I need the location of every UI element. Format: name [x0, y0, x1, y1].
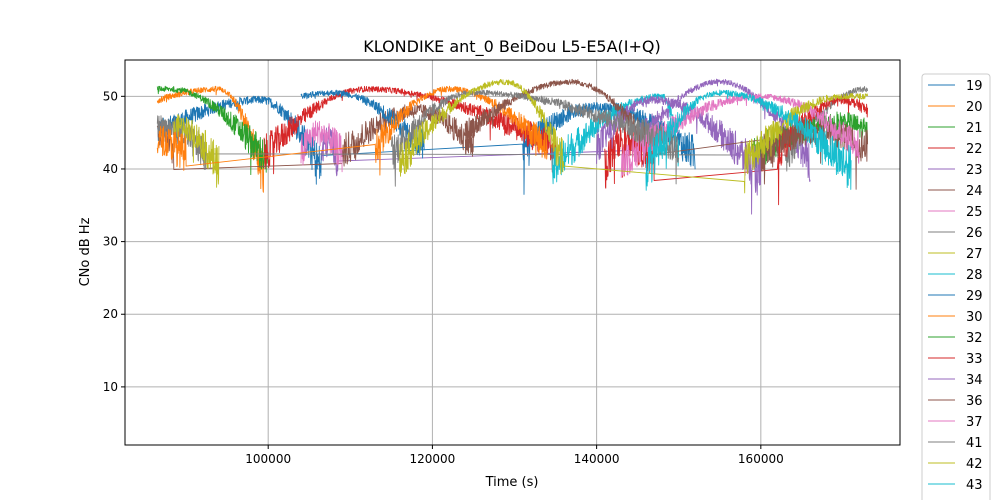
legend-label: 43	[966, 478, 983, 493]
series-line-25	[300, 120, 343, 173]
series-line-41	[390, 89, 680, 187]
series-line-30	[156, 85, 548, 176]
series-line-22	[263, 85, 557, 175]
legend-label: 32	[966, 331, 983, 346]
legend-label: 34	[966, 373, 983, 388]
legend-label: 29	[966, 289, 983, 304]
y-tick-label: 50	[103, 89, 118, 103]
legend-label: 20	[966, 100, 983, 115]
chart-title: KLONDIKE ant_0 BeiDou L5-E5A(I+Q)	[363, 37, 661, 57]
x-tick-label: 160000	[738, 452, 784, 466]
y-tick-label: 30	[103, 235, 118, 249]
series-line-34	[596, 95, 762, 215]
legend-label: 42	[966, 457, 983, 472]
legend-label: 41	[966, 436, 983, 451]
legend-label: 23	[966, 163, 983, 178]
legend-label: 25	[966, 205, 983, 220]
legend-label: 37	[966, 415, 983, 430]
x-axis-label: Time (s)	[485, 475, 539, 490]
series-lines	[156, 78, 869, 215]
legend-label: 27	[966, 247, 983, 262]
x-tick-label: 120000	[409, 452, 455, 466]
series-line-42	[399, 78, 869, 194]
x-tick-label: 100000	[245, 452, 291, 466]
y-axis-label: CNo dB Hz	[78, 217, 93, 286]
legend-label: 26	[966, 226, 983, 241]
legend-box	[921, 73, 991, 500]
series-line-28	[551, 93, 680, 185]
legend-label: 28	[966, 268, 983, 283]
x-tick-label: 140000	[574, 452, 620, 466]
legend-label: 36	[966, 394, 983, 409]
legend-label: 24	[966, 184, 983, 199]
series-line-43	[645, 89, 852, 191]
series-line-21	[156, 85, 269, 176]
y-tick-label: 40	[103, 162, 118, 176]
legend-label: 33	[966, 352, 983, 367]
y-tick-label: 20	[103, 307, 118, 321]
legend-label: 19	[966, 79, 983, 94]
series-line-27	[173, 114, 220, 188]
axis-ticks: 100000 120000 140000 160000 10 20 30 40 50	[103, 89, 784, 466]
y-tick-label: 10	[103, 380, 118, 394]
plot-frame	[124, 59, 901, 446]
legend-label: 30	[966, 310, 983, 325]
legend-label: 21	[966, 121, 983, 136]
series-line-29	[300, 89, 425, 159]
legend: 19 20 21 22 23 24 25 26 27 28 29 30 32 33 34 36 37 41 42 43…	[921, 73, 991, 500]
legend-label: 22	[966, 142, 983, 157]
